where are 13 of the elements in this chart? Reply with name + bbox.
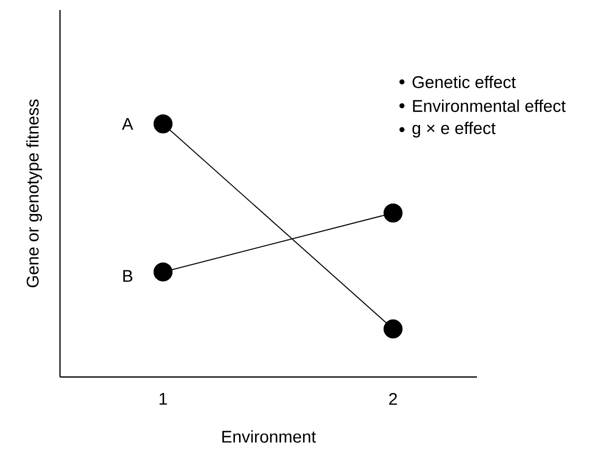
point [384,203,403,222]
x-axis-title: Environment [222,430,316,443]
annotation: g × e effect [412,122,496,138]
point [154,262,173,282]
text: Genetic effect [412,76,516,88]
series-label: B [123,270,132,282]
point [384,319,403,338]
point [154,114,173,134]
series-label: A [122,118,134,130]
text: Environmental effect [413,100,566,112]
y-axis-title: Gene or genotype fitness [26,100,42,288]
x-tick-label: 1 [160,392,167,405]
x-tick-label: 2 [389,392,397,405]
